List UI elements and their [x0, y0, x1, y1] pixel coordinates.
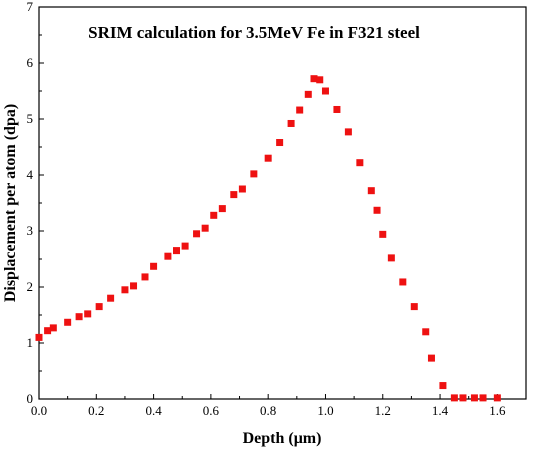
- data-point: [310, 75, 318, 83]
- data-point: [44, 327, 52, 335]
- data-point: [35, 333, 43, 341]
- data-point: [264, 154, 272, 162]
- y-tick-label-1: 1: [27, 335, 34, 350]
- data-series: [35, 75, 501, 402]
- data-point: [379, 230, 387, 238]
- data-point: [373, 206, 381, 214]
- chart-title: SRIM calculation for 3.5MeV Fe in F321 s…: [88, 23, 420, 42]
- y-tick-label-7: 7: [27, 0, 34, 14]
- y-axis-ticks: 0 1 2 3 4 5 6 7: [27, 0, 44, 406]
- x-tick-label-4: 0.8: [260, 403, 276, 418]
- data-point: [450, 394, 458, 402]
- x-axis-title: Depth (μm): [243, 430, 322, 447]
- data-point: [64, 318, 72, 326]
- data-point: [230, 191, 238, 199]
- plot-frame: [38, 6, 527, 400]
- data-point: [439, 382, 447, 390]
- data-point: [218, 205, 226, 213]
- data-point: [201, 224, 209, 232]
- data-point: [173, 247, 181, 255]
- data-point: [316, 76, 324, 84]
- y-tick-label-0: 0: [27, 391, 34, 406]
- data-point: [193, 230, 201, 238]
- data-point: [333, 105, 341, 113]
- data-point: [130, 282, 138, 290]
- data-point: [470, 394, 478, 402]
- x-tick-label-6: 1.2: [375, 403, 391, 418]
- x-tick-label-8: 1.6: [489, 403, 506, 418]
- data-point: [356, 159, 364, 167]
- data-point: [49, 324, 57, 332]
- data-point: [238, 185, 246, 193]
- data-point: [121, 286, 129, 294]
- data-point: [399, 278, 407, 286]
- x-tick-label-3: 0.6: [203, 403, 220, 418]
- data-point: [287, 119, 295, 127]
- data-point: [164, 252, 172, 260]
- data-point: [141, 273, 149, 281]
- data-point: [459, 394, 467, 402]
- x-tick-label-1: 0.2: [88, 403, 104, 418]
- x-axis-ticks: 0.0 0.2 0.4 0.6 0.8 1.0 1.2 1.4 1.6: [31, 394, 506, 418]
- y-axis-title: Displacement per atom (dpa): [2, 104, 19, 302]
- data-point: [493, 394, 501, 402]
- data-point: [181, 242, 189, 250]
- y-tick-label-6: 6: [27, 55, 34, 70]
- data-point: [210, 211, 218, 219]
- data-point: [321, 87, 329, 95]
- x-tick-label-5: 1.0: [317, 403, 333, 418]
- y-tick-label-4: 4: [27, 167, 34, 182]
- data-point: [367, 187, 375, 195]
- data-point: [276, 139, 284, 147]
- x-tick-label-7: 1.4: [432, 403, 449, 418]
- y-tick-label-2: 2: [27, 279, 34, 294]
- data-point: [95, 303, 103, 311]
- data-point: [344, 128, 352, 136]
- data-point: [84, 310, 92, 318]
- data-point: [75, 313, 83, 321]
- y-tick-label-5: 5: [27, 111, 34, 126]
- data-point: [427, 354, 435, 362]
- data-point: [422, 328, 430, 336]
- data-point: [304, 90, 312, 98]
- data-point: [107, 294, 115, 302]
- data-point: [387, 254, 395, 262]
- data-point: [296, 106, 304, 114]
- x-tick-label-0: 0.0: [31, 403, 47, 418]
- data-point: [410, 303, 418, 311]
- y-tick-label-3: 3: [27, 223, 34, 238]
- data-point: [150, 262, 158, 270]
- x-tick-label-2: 0.4: [145, 403, 162, 418]
- data-point: [250, 170, 258, 178]
- data-point: [479, 394, 487, 402]
